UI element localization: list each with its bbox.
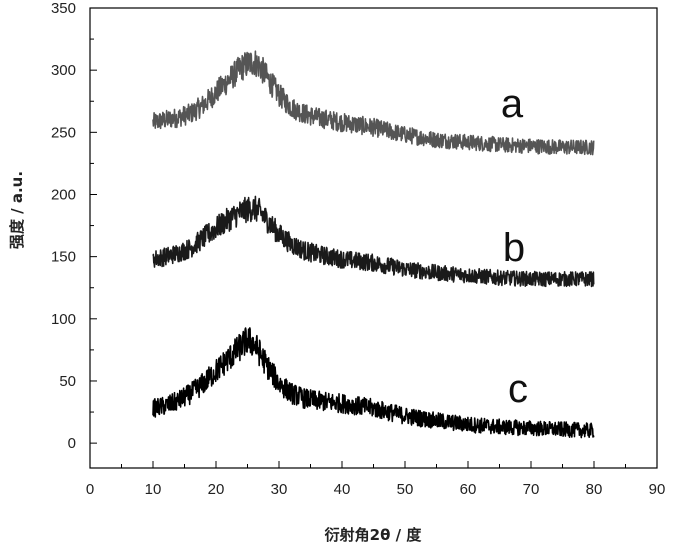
x-tick-label: 60 — [460, 481, 477, 498]
x-tick-label: 20 — [208, 481, 225, 498]
y-axis-title: 强度 / a.u. — [8, 171, 26, 249]
y-tick-label: 50 — [59, 373, 76, 390]
x-tick-label: 90 — [649, 481, 666, 498]
y-tick-label: 350 — [51, 0, 76, 17]
y-tick-label: 300 — [51, 62, 76, 79]
x-tick-label: 80 — [586, 481, 603, 498]
x-tick-label: 0 — [86, 481, 94, 498]
y-tick-label: 150 — [51, 249, 76, 266]
series-c-label: c — [508, 367, 528, 411]
y-tick-label: 0 — [68, 435, 76, 452]
series-a-line — [153, 51, 594, 154]
x-tick-label: 10 — [145, 481, 162, 498]
y-tick-label: 100 — [51, 311, 76, 328]
x-tick-label: 70 — [523, 481, 540, 498]
x-tick-label: 30 — [271, 481, 288, 498]
x-axis-ticks: 0 10 20 30 40 50 60 70 80 90 — [86, 461, 666, 498]
series-b-line — [153, 196, 594, 286]
series-labels: a b c — [501, 82, 528, 411]
y-tick-label: 250 — [51, 124, 76, 141]
series-b-label: b — [503, 226, 525, 270]
x-tick-label: 50 — [397, 481, 414, 498]
x-axis-title: 衍射角2θ / 度 — [324, 526, 423, 544]
y-tick-label: 200 — [51, 186, 76, 203]
series-a-label: a — [501, 82, 524, 126]
x-tick-label: 40 — [334, 481, 351, 498]
